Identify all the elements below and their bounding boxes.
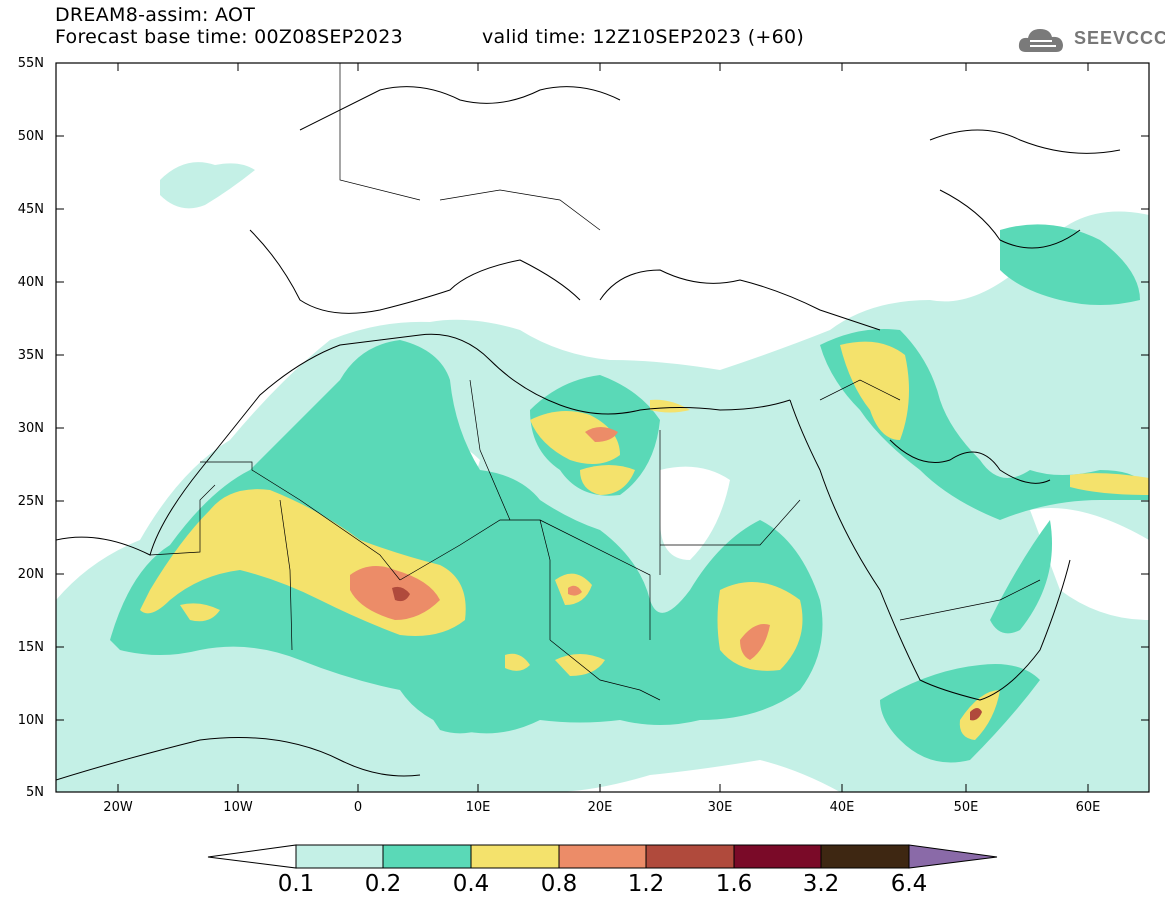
colorbar-label: 6.4 — [890, 871, 928, 897]
colorbar-low-arrow — [207, 844, 297, 869]
colorbar-label: 0.8 — [540, 871, 578, 897]
colorbar-label: 1.6 — [715, 871, 753, 897]
lat-label: 15N — [17, 640, 44, 655]
lon-label: 10W — [223, 800, 253, 815]
lon-label: 10E — [465, 800, 491, 815]
colorbar-bin-5 — [645, 844, 735, 869]
lat-label: 20N — [17, 567, 44, 582]
lat-label: 30N — [17, 421, 44, 436]
aot-shading — [56, 162, 1149, 792]
lat-label: 40N — [17, 275, 44, 290]
map-title: DREAM8-assim: AOT — [55, 4, 256, 26]
valid-time: valid time: 12Z10SEP2023 (+60) — [482, 26, 805, 48]
lat-label: 50N — [17, 129, 44, 144]
colorbar-label: 0.1 — [277, 871, 315, 897]
lat-ticks — [56, 62, 1149, 721]
cloud-icon — [1018, 29, 1063, 52]
colorbar-bin-7 — [820, 844, 910, 869]
colorbar-bin-2 — [382, 844, 472, 869]
forecast-base-time: Forecast base time: 00Z08SEP2023 — [55, 26, 403, 48]
colorbar-label: 1.2 — [627, 871, 665, 897]
lon-label: 40E — [829, 800, 855, 815]
colorbar-label: 0.4 — [452, 871, 490, 897]
lat-label: 55N — [17, 56, 44, 71]
seevccc-logo: SEEVCCC — [1016, 20, 1165, 60]
lon-label: 20E — [587, 800, 613, 815]
colorbar-bin-6 — [733, 844, 822, 869]
lon-label: 50E — [953, 800, 979, 815]
lat-label: 25N — [17, 494, 44, 509]
colorbar-bin-3 — [470, 844, 560, 869]
logo-text: SEEVCCC — [1074, 28, 1165, 48]
colorbar-bin-1 — [295, 844, 384, 869]
lon-label: 30E — [707, 800, 733, 815]
lon-label: 60E — [1075, 800, 1101, 815]
country-borders — [149, 63, 1041, 701]
lat-label: 35N — [17, 348, 44, 363]
lat-label: 10N — [17, 713, 44, 728]
colorbar-high-arrow — [908, 844, 998, 869]
lon-label: 0 — [353, 800, 363, 815]
lat-label: 45N — [17, 202, 44, 217]
lon-label: 20W — [103, 800, 133, 815]
lat-label: 5N — [26, 785, 44, 800]
colorbar-label: 0.2 — [364, 871, 402, 897]
colorbar — [207, 844, 998, 869]
colorbar-bin-4 — [558, 844, 647, 869]
coastlines — [56, 86, 1121, 781]
colorbar-label: 3.2 — [802, 871, 840, 897]
lon-ticks — [117, 63, 1089, 792]
